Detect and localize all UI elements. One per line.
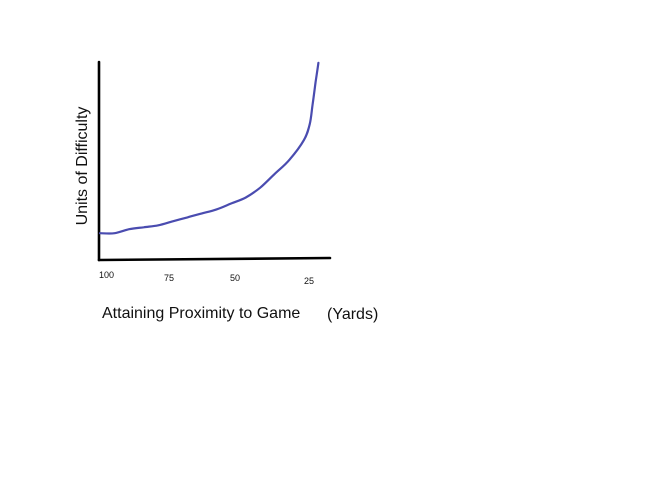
- x-tick-label-75: 75: [164, 273, 174, 283]
- x-tick-label-100: 100: [99, 270, 114, 280]
- x-tick-label-50: 50: [230, 273, 240, 283]
- y-axis-label: Units of Difficulty: [74, 107, 91, 226]
- x-axis-unit: (Yards): [327, 306, 378, 323]
- x-tick-labels: 100 75 50 25: [99, 270, 314, 286]
- x-axis-label: Attaining Proximity to Game: [102, 305, 300, 322]
- x-tick-label-25: 25: [304, 276, 314, 286]
- series-line-0: [98, 61, 320, 235]
- series-layer: [98, 61, 320, 235]
- axes: [97, 60, 332, 262]
- x-axis-line: [97, 256, 332, 262]
